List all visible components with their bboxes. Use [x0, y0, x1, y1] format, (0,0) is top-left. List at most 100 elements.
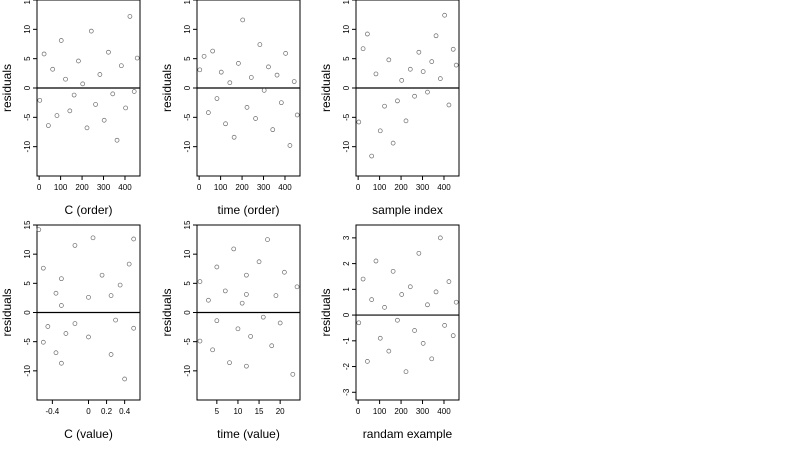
data-point [382, 305, 387, 310]
scatter-panel-2: 0 100 200 300 400 -10 -5 0 5 10 15 time (order) resi… [160, 0, 301, 217]
data-point [356, 119, 362, 125]
y-tick-label: -5 [342, 113, 351, 121]
data-point [425, 302, 430, 308]
data-point [365, 31, 370, 37]
data-point [231, 246, 237, 252]
y-tick-label: -10 [342, 140, 351, 152]
data-point [53, 290, 59, 296]
y-tick-label: 2 [342, 261, 351, 266]
x-tick-label: 100 [373, 407, 387, 416]
data-point [244, 272, 249, 278]
y-tick-label: -5 [183, 338, 192, 346]
data-point [235, 326, 241, 332]
y-axis-title: residuals [319, 288, 333, 336]
x-axis-title: sample index [372, 203, 443, 217]
data-point [201, 53, 207, 59]
y-tick-label: 10 [23, 24, 32, 33]
y-tick-label: 15 [23, 0, 32, 4]
x-tick-label: 0 [356, 183, 361, 192]
data-point [222, 288, 228, 294]
data-point [390, 140, 396, 146]
x-tick-label: 300 [97, 183, 111, 192]
data-point [365, 359, 370, 364]
y-tick-label: 0 [342, 312, 351, 317]
data-point [407, 284, 413, 290]
y-tick-label: -10 [23, 365, 32, 377]
data-point [53, 350, 59, 356]
data-point [63, 331, 69, 336]
data-point [227, 80, 233, 86]
data-point [206, 110, 211, 115]
x-tick-label: 0 [86, 407, 91, 416]
x-tick-label: 0.2 [101, 407, 113, 416]
x-axis-title: time (order) [217, 203, 279, 217]
data-point [97, 72, 103, 77]
x-tick-label: 200 [75, 183, 89, 192]
data-point [291, 79, 297, 84]
data-point [36, 227, 42, 233]
x-tick-label: 300 [416, 407, 430, 416]
data-point [223, 121, 228, 127]
data-point [256, 259, 262, 265]
data-point [425, 89, 430, 95]
data-point [227, 360, 232, 366]
data-point [283, 51, 288, 56]
data-point [260, 314, 266, 320]
data-point [214, 318, 220, 324]
data-point [377, 335, 383, 341]
x-tick-label: 100 [214, 183, 228, 192]
x-tick-label: -0.4 [45, 407, 59, 416]
data-point [395, 317, 400, 323]
data-point [442, 323, 447, 328]
y-tick-label: -3 [342, 388, 351, 396]
data-point [399, 292, 405, 297]
y-tick-label: -5 [23, 338, 32, 346]
data-point [244, 105, 250, 110]
data-point [290, 371, 296, 377]
y-axis-title: residuals [160, 64, 174, 112]
data-point [416, 49, 422, 55]
data-point [110, 91, 116, 97]
y-tick-label: -2 [342, 362, 351, 370]
data-point [99, 272, 105, 278]
data-point [369, 153, 375, 159]
data-point [197, 279, 203, 284]
data-point [131, 89, 137, 94]
data-point [294, 284, 300, 290]
data-point [206, 297, 211, 303]
data-point [72, 243, 78, 248]
data-point [59, 303, 64, 308]
data-point [294, 112, 300, 118]
data-point [131, 236, 137, 242]
data-point [90, 235, 96, 241]
data-point [210, 347, 215, 353]
y-tick-label: 5 [342, 56, 351, 61]
data-point [278, 100, 284, 106]
data-point [37, 97, 43, 103]
data-point [134, 55, 140, 61]
data-point [442, 12, 447, 18]
y-tick-label: 0 [342, 85, 351, 90]
y-tick-label: 0 [183, 85, 192, 90]
data-point [277, 320, 283, 326]
data-point [437, 235, 443, 241]
data-point [416, 250, 422, 256]
y-tick-label: 10 [183, 24, 192, 33]
data-point [446, 102, 452, 108]
data-point [59, 360, 64, 366]
data-point [122, 376, 127, 382]
data-point [356, 320, 362, 326]
data-point [269, 343, 275, 349]
data-point [450, 333, 456, 339]
y-tick-label: 15 [183, 0, 192, 4]
x-tick-label: 20 [276, 407, 285, 416]
data-point [71, 92, 77, 98]
x-tick-label: 200 [394, 407, 408, 416]
data-point [399, 78, 405, 83]
y-tick-label: 0 [183, 310, 192, 315]
data-point [50, 66, 56, 72]
y-tick-label: -10 [183, 140, 192, 152]
data-point [265, 237, 270, 242]
y-tick-label: 10 [23, 249, 32, 258]
data-point [403, 369, 409, 375]
